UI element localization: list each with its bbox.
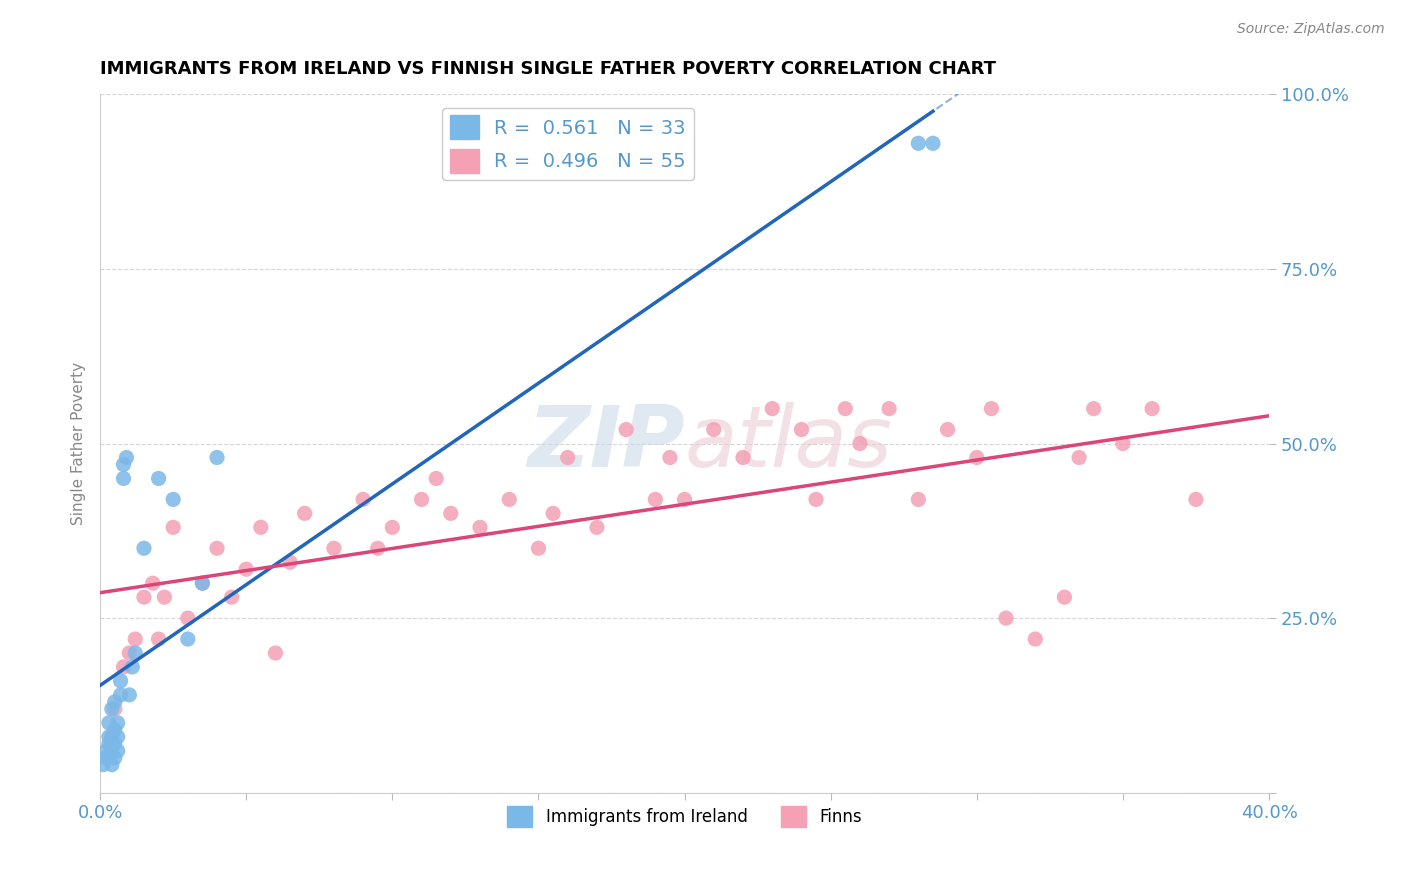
Point — [966, 450, 988, 465]
Legend: Immigrants from Ireland, Finns: Immigrants from Ireland, Finns — [501, 799, 869, 833]
Point — [703, 423, 725, 437]
Point — [153, 590, 176, 604]
Point — [191, 576, 214, 591]
Point — [112, 660, 135, 674]
Point — [804, 492, 827, 507]
Point — [834, 401, 856, 416]
Point — [1185, 492, 1208, 507]
Point — [104, 737, 127, 751]
Point — [94, 744, 117, 758]
Point — [294, 507, 316, 521]
Point — [112, 471, 135, 485]
Text: Source: ZipAtlas.com: Source: ZipAtlas.com — [1237, 22, 1385, 37]
Point — [107, 715, 129, 730]
Point — [731, 450, 754, 465]
Point — [110, 673, 132, 688]
Point — [205, 541, 228, 556]
Point — [101, 702, 124, 716]
Point — [177, 611, 200, 625]
Point — [104, 750, 127, 764]
Point — [541, 507, 564, 521]
Point — [468, 520, 491, 534]
Text: ZIP: ZIP — [527, 402, 685, 485]
Y-axis label: Single Father Poverty: Single Father Poverty — [72, 362, 86, 525]
Point — [91, 757, 114, 772]
Point — [352, 492, 374, 507]
Point — [849, 436, 872, 450]
Point — [425, 471, 447, 485]
Point — [107, 730, 129, 744]
Point — [118, 688, 141, 702]
Point — [1112, 436, 1135, 450]
Point — [121, 660, 143, 674]
Point — [124, 632, 146, 646]
Point — [110, 688, 132, 702]
Point — [264, 646, 287, 660]
Point — [235, 562, 257, 576]
Point — [101, 757, 124, 772]
Point — [132, 590, 155, 604]
Point — [191, 576, 214, 591]
Point — [1024, 632, 1046, 646]
Point — [205, 450, 228, 465]
Point — [761, 401, 783, 416]
Point — [411, 492, 433, 507]
Point — [980, 401, 1002, 416]
Point — [101, 744, 124, 758]
Point — [104, 702, 127, 716]
Point — [790, 423, 813, 437]
Point — [107, 744, 129, 758]
Point — [118, 646, 141, 660]
Point — [278, 555, 301, 569]
Point — [162, 520, 184, 534]
Point — [148, 471, 170, 485]
Point — [1067, 450, 1090, 465]
Point — [440, 507, 463, 521]
Point — [995, 611, 1018, 625]
Point — [124, 646, 146, 660]
Point — [104, 695, 127, 709]
Point — [1140, 401, 1163, 416]
Point — [557, 450, 579, 465]
Point — [162, 492, 184, 507]
Point — [907, 492, 929, 507]
Point — [498, 492, 520, 507]
Point — [148, 632, 170, 646]
Point — [97, 730, 120, 744]
Point — [644, 492, 666, 507]
Point — [250, 520, 273, 534]
Point — [586, 520, 609, 534]
Point — [936, 423, 959, 437]
Point — [877, 401, 900, 416]
Point — [142, 576, 165, 591]
Point — [659, 450, 682, 465]
Point — [112, 458, 135, 472]
Point — [381, 520, 404, 534]
Point — [177, 632, 200, 646]
Point — [101, 730, 124, 744]
Point — [132, 541, 155, 556]
Text: atlas: atlas — [685, 402, 893, 485]
Point — [367, 541, 389, 556]
Point — [907, 136, 929, 151]
Point — [322, 541, 344, 556]
Point — [922, 136, 945, 151]
Point — [97, 737, 120, 751]
Point — [673, 492, 696, 507]
Point — [97, 715, 120, 730]
Point — [115, 450, 138, 465]
Point — [94, 750, 117, 764]
Point — [527, 541, 550, 556]
Point — [1083, 401, 1105, 416]
Point — [614, 423, 637, 437]
Text: IMMIGRANTS FROM IRELAND VS FINNISH SINGLE FATHER POVERTY CORRELATION CHART: IMMIGRANTS FROM IRELAND VS FINNISH SINGL… — [100, 60, 995, 78]
Point — [104, 723, 127, 737]
Point — [1053, 590, 1076, 604]
Point — [221, 590, 243, 604]
